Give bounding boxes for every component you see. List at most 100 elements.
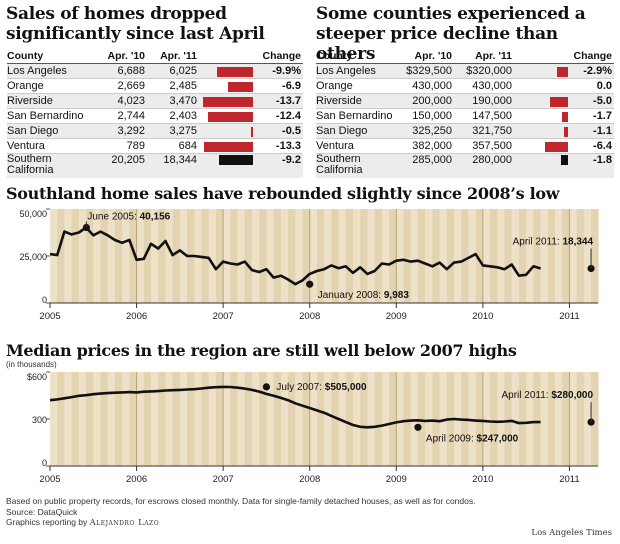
table-row: Riverside 200,000 190,000 -5.0 (316, 93, 614, 109)
publisher-credit: Los Angeles Times (531, 528, 612, 538)
apr11-cell: 684 (147, 138, 199, 154)
apr11-cell: 3,470 (147, 93, 199, 109)
month-band (136, 209, 145, 303)
month-band (345, 372, 354, 466)
apr10-cell: 382,000 (402, 138, 454, 154)
month-band (569, 372, 577, 466)
annotation-label: June 2005: 40,156 (87, 212, 170, 223)
apr11-cell: 190,000 (454, 93, 514, 109)
month-band (158, 372, 166, 466)
month-band (353, 372, 361, 466)
month-band (374, 209, 383, 303)
month-band (518, 209, 527, 303)
change-value: -13.3 (255, 138, 303, 154)
month-band (526, 209, 534, 303)
annotation-text: January 2008: (318, 290, 384, 301)
change-value: -9.9% (255, 63, 303, 79)
county-cell: San Bernardino (7, 108, 95, 124)
annotation-label: January 2008: 9,983 (318, 290, 410, 301)
x-tick-label: 2006 (126, 311, 147, 322)
change-bar (557, 66, 568, 77)
month-band (165, 372, 173, 466)
month-band (403, 372, 412, 466)
month-band (71, 209, 80, 303)
col-apr11: Apr. '11 (454, 50, 514, 64)
col-apr10: Apr. '10 (402, 50, 454, 64)
month-band (396, 372, 404, 466)
month-band (482, 209, 491, 303)
table-row: Los Angeles $329,500 $320,000 -2.9% (316, 63, 614, 79)
county-cell: Southern California (316, 153, 402, 178)
month-band (57, 372, 65, 466)
annotation-text: April 2011: (502, 390, 552, 401)
change-bar-cell (514, 153, 570, 178)
apr11-cell: 3,275 (147, 123, 199, 139)
month-band (223, 209, 231, 303)
month-band (381, 372, 390, 466)
change-bar (219, 155, 253, 165)
month-band (410, 209, 419, 303)
month-band (403, 209, 412, 303)
month-band (591, 372, 599, 466)
month-band (230, 209, 238, 303)
month-band (381, 209, 390, 303)
sales-line-chart: 50,000 25,000 0 2005 2006 2007 2008 2009 2010 201… (19, 208, 599, 322)
prices-table-body: Los Angeles $329,500 $320,000 -2.9% Orange 43… (316, 63, 614, 178)
month-band (252, 372, 260, 466)
month-band (302, 209, 311, 303)
county-cell: Los Angeles (316, 63, 402, 79)
month-band (547, 372, 556, 466)
month-band (533, 372, 541, 466)
apr11-cell: $320,000 (454, 63, 514, 79)
month-band (547, 209, 556, 303)
county-line2: California (316, 164, 363, 176)
col-bar (199, 50, 255, 64)
change-bar-cell (514, 78, 570, 94)
change-value: -12.4 (255, 108, 303, 124)
apr10-cell: 200,000 (402, 93, 454, 109)
month-band (360, 372, 368, 466)
month-band (309, 209, 318, 303)
month-band (425, 209, 433, 303)
month-band (432, 372, 440, 466)
month-band (129, 209, 137, 303)
month-band (295, 372, 303, 466)
month-band (562, 372, 570, 466)
sales-chart-title: Southland home sales have rebounded slig… (6, 184, 560, 203)
month-band (259, 372, 267, 466)
col-apr10: Apr. '10 (95, 50, 147, 64)
change-value: -1.7 (570, 108, 614, 124)
change-bar (228, 81, 253, 92)
change-bar (217, 66, 253, 77)
month-band (316, 372, 325, 466)
month-band (237, 209, 246, 303)
month-band (374, 372, 383, 466)
month-band (533, 209, 541, 303)
month-band (259, 209, 267, 303)
change-bar-cell (514, 123, 570, 139)
month-band (324, 209, 332, 303)
annotation-label: July 2007: $505,000 (276, 382, 367, 393)
month-band (410, 372, 419, 466)
left-title-line2: significantly since last April (6, 24, 265, 44)
month-band (367, 209, 375, 303)
month-band (208, 372, 217, 466)
series-line (49, 385, 541, 429)
county-cell: Southern California (7, 153, 95, 178)
month-band (367, 372, 375, 466)
month-band (389, 372, 397, 466)
change-bar-cell (514, 108, 570, 124)
annotation-text: June 2005: (87, 212, 139, 223)
col-change: Change (570, 50, 614, 64)
x-tick-label: 2010 (472, 311, 493, 322)
annotation-dot (306, 280, 314, 288)
sales-table-body: Los Angeles 6,688 6,025 -9.9% Orange 2,669 2,4… (7, 63, 303, 178)
annotation-dot (414, 423, 422, 431)
apr10-cell: 285,000 (402, 153, 454, 178)
month-band (583, 209, 592, 303)
apr11-cell: 357,500 (454, 138, 514, 154)
change-bar-cell (199, 93, 255, 109)
month-band (244, 209, 253, 303)
month-band (446, 209, 455, 303)
annotation-value: $280,000 (551, 390, 593, 401)
